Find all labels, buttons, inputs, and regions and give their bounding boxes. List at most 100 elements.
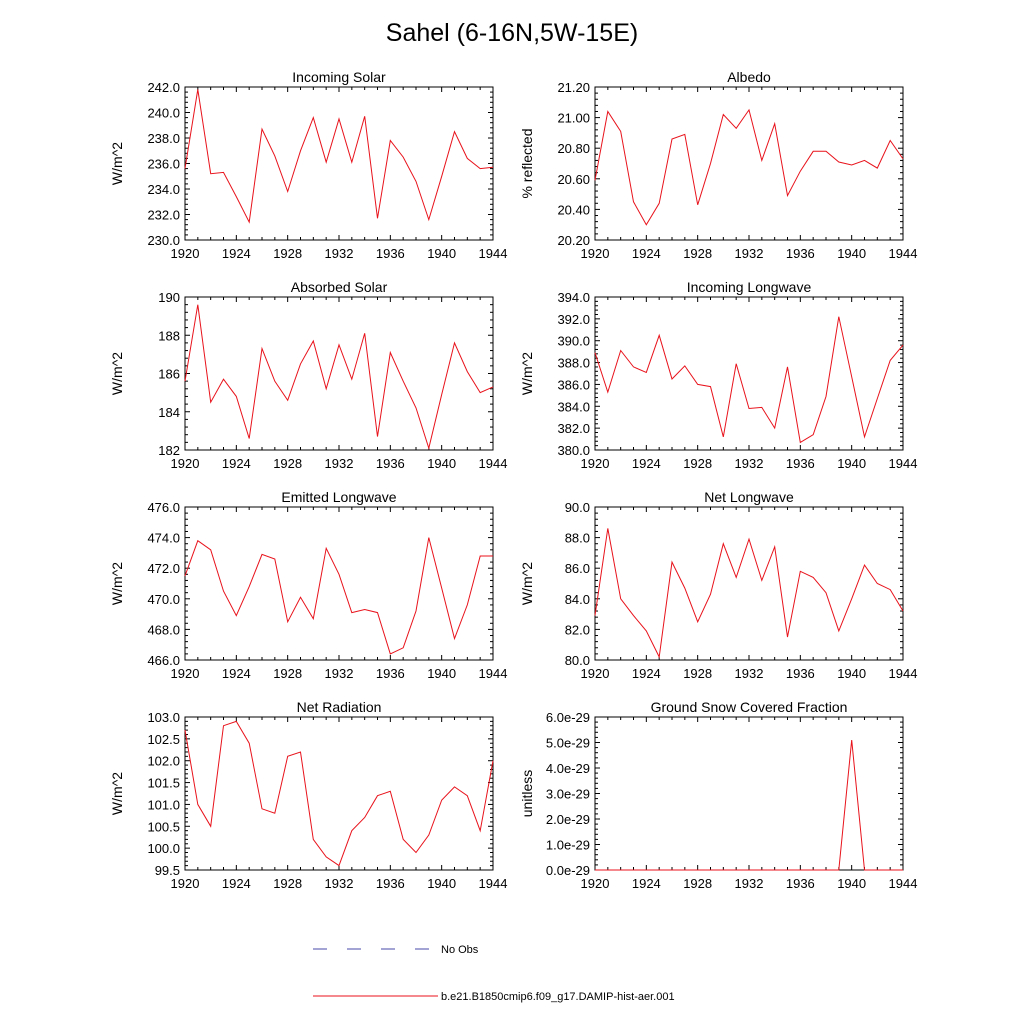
x-tick-label: 1920: [581, 876, 610, 891]
y-tick-label: 236.0: [147, 157, 180, 172]
legend-noobs-label: No Obs: [441, 944, 479, 956]
x-tick-label: 1920: [171, 876, 200, 891]
y-tick-label: 474.0: [147, 531, 180, 546]
y-tick-label: 238.0: [147, 131, 180, 146]
x-tick-label: 1928: [273, 666, 302, 681]
series-line: [184, 89, 494, 224]
y-tick-label: 190: [158, 290, 180, 305]
x-tick-label: 1920: [171, 456, 200, 471]
y-tick-label: 101.5: [147, 776, 180, 791]
y-tick-label: 0.0e-29: [546, 863, 590, 878]
y-tick-label: 100.5: [147, 819, 180, 834]
y-tick-label: 20.40: [557, 202, 590, 217]
x-tick-label: 1928: [683, 246, 712, 261]
x-tick-label: 1932: [735, 666, 764, 681]
y-tick-label: 234.0: [147, 182, 180, 197]
panels: Incoming Solar 1920 1924 1928 1932 1936 1940 19…: [109, 69, 917, 891]
x-tick-label: 1932: [325, 246, 354, 261]
panel-6: Net Longwave 1920 1924 1928 1932 1936 1940 1944…: [519, 489, 917, 681]
y-tick-label: 3.0e-29: [546, 787, 590, 802]
y-tick-label: 184: [158, 405, 180, 420]
x-tick-label: 1920: [581, 246, 610, 261]
y-tick-label: 102.5: [147, 732, 180, 747]
y-tick-label: 103.0: [147, 710, 180, 725]
y-tick-label: 80.0: [565, 653, 590, 668]
x-tick-label: 1924: [222, 666, 251, 681]
x-tick-label: 1932: [735, 456, 764, 471]
y-tick-label: 476.0: [147, 500, 180, 515]
y-tick-label: 2.0e-29: [546, 812, 590, 827]
y-axis-label: % reflected: [519, 128, 535, 198]
y-tick-label: 384.0: [557, 399, 590, 414]
plot-frame: [184, 506, 494, 661]
y-tick-label: 86.0: [565, 561, 590, 576]
y-tick-label: 382.0: [557, 421, 590, 436]
panel-title: Ground Snow Covered Fraction: [651, 699, 848, 715]
y-tick-label: 20.60: [557, 172, 590, 187]
y-tick-label: 99.5: [155, 863, 180, 878]
y-tick-label: 101.0: [147, 797, 180, 812]
y-tick-label: 466.0: [147, 653, 180, 668]
panel-title: Absorbed Solar: [291, 279, 388, 295]
x-tick-label: 1936: [786, 456, 815, 471]
x-tick-label: 1924: [632, 456, 661, 471]
panel-5: Emitted Longwave 1920 1924 1928 1932 1936 1940…: [109, 489, 507, 681]
x-tick-label: 1940: [837, 246, 866, 261]
plot-frame: [594, 296, 904, 451]
y-axis-label: W/m^2: [109, 142, 125, 185]
x-tick-label: 1928: [273, 246, 302, 261]
y-tick-label: 468.0: [147, 622, 180, 637]
x-tick-label: 1920: [171, 666, 200, 681]
panel-title: Net Longwave: [704, 489, 794, 505]
y-tick-label: 380.0: [557, 443, 590, 458]
x-tick-label: 1920: [581, 456, 610, 471]
x-tick-label: 1920: [581, 666, 610, 681]
legend-model-label: b.e21.B1850cmip6.f09_g17.DAMIP-hist-aer.…: [441, 991, 675, 1003]
plot-frame: [594, 506, 904, 661]
y-axis-label: W/m^2: [109, 562, 125, 605]
y-tick-label: 21.20: [557, 80, 590, 95]
x-tick-label: 1928: [683, 666, 712, 681]
x-tick-label: 1940: [427, 876, 456, 891]
panel-title: Albedo: [727, 69, 771, 85]
y-tick-label: 5.0e-29: [546, 736, 590, 751]
y-tick-label: 20.20: [557, 233, 590, 248]
x-tick-label: 1932: [325, 456, 354, 471]
figure-title: Sahel (6-16N,5W-15E): [386, 19, 638, 47]
panel-8: Ground Snow Covered Fraction 1920 1924 1928…: [519, 699, 917, 891]
panel-title: Incoming Longwave: [687, 279, 812, 295]
series-line: [595, 739, 903, 871]
y-tick-label: 390.0: [557, 334, 590, 349]
y-tick-label: 21.00: [557, 111, 590, 126]
y-tick-label: 186: [158, 367, 180, 382]
x-tick-label: 1932: [325, 876, 354, 891]
x-tick-label: 1936: [786, 666, 815, 681]
panel-title: Emitted Longwave: [281, 489, 396, 505]
x-tick-label: 1924: [632, 246, 661, 261]
x-tick-label: 1944: [479, 666, 508, 681]
x-tick-label: 1924: [632, 666, 661, 681]
x-tick-label: 1936: [376, 666, 405, 681]
panel-title: Incoming Solar: [292, 69, 386, 85]
x-tick-label: 1924: [222, 876, 251, 891]
panel-title: Net Radiation: [297, 699, 382, 715]
y-tick-label: 102.0: [147, 754, 180, 769]
y-tick-label: 84.0: [565, 592, 590, 607]
x-tick-label: 1924: [222, 246, 251, 261]
panel-3: Absorbed Solar 1920 1924 1928 1932 1936 1940 19…: [109, 279, 507, 471]
series-line: [184, 720, 494, 867]
y-tick-label: 90.0: [565, 500, 590, 515]
panel-2: Albedo 1920 1924 1928 1932 1936 1940 1944 20.20 2…: [519, 69, 917, 261]
x-tick-label: 1940: [837, 456, 866, 471]
y-tick-label: 386.0: [557, 377, 590, 392]
x-tick-label: 1944: [889, 666, 918, 681]
y-tick-label: 188: [158, 328, 180, 343]
y-tick-label: 388.0: [557, 356, 590, 371]
y-tick-label: 242.0: [147, 80, 180, 95]
series-line: [594, 316, 904, 444]
y-axis-label: W/m^2: [109, 772, 125, 815]
x-tick-label: 1944: [889, 246, 918, 261]
x-tick-label: 1936: [786, 876, 815, 891]
y-axis-label: W/m^2: [519, 352, 535, 395]
y-tick-label: 4.0e-29: [546, 761, 590, 776]
